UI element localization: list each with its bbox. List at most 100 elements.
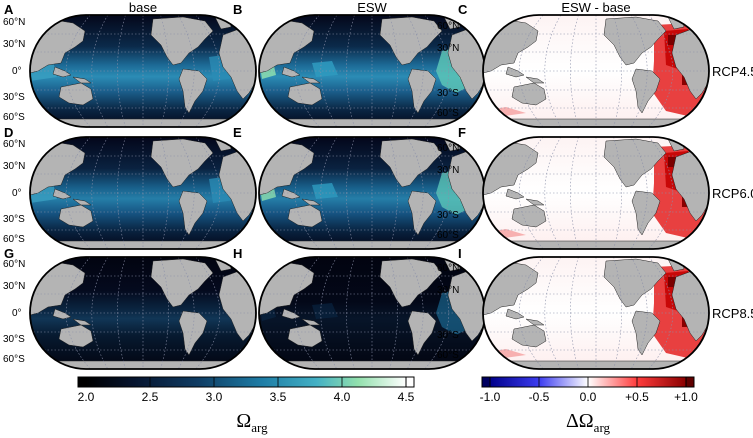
colorbar-tick-label: +0.5 <box>625 390 649 404</box>
map-field <box>30 137 256 249</box>
graticule <box>30 137 256 249</box>
colorbar-title-sub: arg <box>594 420 611 435</box>
latitude-label-right: 60°S <box>437 108 459 119</box>
map-field <box>259 15 485 127</box>
graticule <box>483 257 709 369</box>
map-field <box>483 137 709 249</box>
latitude-label-right: 30°N <box>437 285 459 296</box>
map-panel-d <box>29 136 257 250</box>
scenario-label: RCP4.5 <box>712 64 753 79</box>
map-panels <box>29 14 710 370</box>
latitude-label-right: 60°S <box>437 230 459 241</box>
latitude-label-right: 30°N <box>437 165 459 176</box>
graticule <box>30 257 256 369</box>
graticule <box>259 137 485 249</box>
panel-letter: B <box>233 2 242 17</box>
latitude-label: 0° <box>12 188 22 199</box>
panel-letter: F <box>458 125 466 140</box>
colorbar-extend-low <box>77 376 87 388</box>
latitude-label: 60°S <box>3 354 25 365</box>
colorbar-omega: 2.0 2.5 3.0 3.5 4.0 4.5 Ωarg <box>77 376 415 435</box>
map-outline <box>29 136 257 250</box>
map-panel-i <box>482 256 710 370</box>
map-panel-b <box>258 14 486 128</box>
map-outline <box>29 14 257 128</box>
latitude-label-right: 60°N <box>437 263 459 274</box>
colorbar-title: Ωarg <box>236 410 268 435</box>
latitude-label-right: 60°S <box>437 350 459 361</box>
colorbar-tick-label: 4.5 <box>398 390 415 404</box>
latitude-label: 60°S <box>3 234 25 245</box>
latitude-label: 30°S <box>3 214 25 225</box>
annotations: base ESW ESW - base A D G B E H C F I 60°N 30°N 0° 30°S… <box>3 0 753 365</box>
graticule <box>259 257 485 369</box>
graticule <box>259 15 485 127</box>
colorbar-tick-label: 4.0 <box>334 390 351 404</box>
latitude-label: 30°S <box>3 334 25 345</box>
map-field <box>483 257 709 369</box>
latitude-label-right: 60°N <box>437 143 459 154</box>
colorbar-tick-label: 3.5 <box>270 390 287 404</box>
panel-letter: C <box>458 2 468 17</box>
map-field <box>30 257 256 369</box>
map-field <box>483 15 709 127</box>
map-outline <box>29 256 257 370</box>
column-title: ESW - base <box>561 0 630 15</box>
scenario-label: RCP8.5 <box>712 306 753 321</box>
latitude-label-right: 30°S <box>437 88 459 99</box>
colorbar-delta: -1.0 -0.5 0.0 +0.5 +1.0 ΔΩarg <box>480 376 698 435</box>
latitude-label: 60°S <box>3 112 25 123</box>
latitude-label: 30°N <box>3 39 25 50</box>
graticule <box>30 15 256 127</box>
land <box>483 16 709 127</box>
panel-letter: E <box>233 125 242 140</box>
colorbar-tick-label: 2.0 <box>78 390 95 404</box>
colorbar-tick-label: +1.0 <box>674 390 698 404</box>
map-panel-g <box>29 256 257 370</box>
map-field <box>30 15 256 127</box>
colorbar-title-main: Ω <box>236 410 251 432</box>
colorbar-extend-low <box>481 376 491 388</box>
colorbars: 2.0 2.5 3.0 3.5 4.0 4.5 Ωarg -1.0 -0.5 0.0 +0.5 +1.… <box>77 376 698 435</box>
latitude-label: 0° <box>12 308 22 319</box>
graticule <box>483 15 709 127</box>
scenario-label: RCP6.0 <box>712 186 753 201</box>
colorbar-tick-label: -1.0 <box>480 390 501 404</box>
map-outline <box>482 136 710 250</box>
latitude-label: 0° <box>12 66 22 77</box>
latitude-label-right: 30°S <box>437 210 459 221</box>
map-outline <box>482 14 710 128</box>
colorbar-gradient <box>85 376 407 388</box>
panel-letter: G <box>4 246 14 261</box>
latitude-label: 30°S <box>3 92 25 103</box>
land <box>30 16 256 127</box>
colorbar-title-main: ΔΩ <box>566 410 594 432</box>
latitude-label: 60°N <box>3 259 25 270</box>
latitude-label-right: 30°S <box>437 330 459 341</box>
colorbar-title-sub: arg <box>251 420 268 435</box>
land <box>30 138 256 249</box>
colorbar-tick-label: -0.5 <box>529 390 550 404</box>
latitude-label-right: 60°N <box>437 21 459 32</box>
colorbar-tick-label: 0.0 <box>580 390 597 404</box>
column-title: base <box>129 0 157 15</box>
panel-letter: A <box>4 2 14 17</box>
colorbar-extend-high <box>405 376 415 388</box>
colorbar-tick-label: 2.5 <box>142 390 159 404</box>
graticule <box>483 137 709 249</box>
map-panel-c <box>482 14 710 128</box>
latitude-label-right: 30°N <box>437 43 459 54</box>
latitude-label: 60°N <box>3 139 25 150</box>
panel-letter: I <box>458 246 462 261</box>
colorbar-extend-high <box>685 376 695 388</box>
column-title: ESW <box>357 0 387 15</box>
colorbar-tick-label: 3.0 <box>206 390 223 404</box>
colorbar-title: ΔΩarg <box>566 410 611 435</box>
latitude-label: 30°N <box>3 281 25 292</box>
map-outline <box>482 256 710 370</box>
latitude-label: 60°N <box>3 17 25 28</box>
panel-letter: D <box>4 125 13 140</box>
panel-letter: H <box>233 246 242 261</box>
